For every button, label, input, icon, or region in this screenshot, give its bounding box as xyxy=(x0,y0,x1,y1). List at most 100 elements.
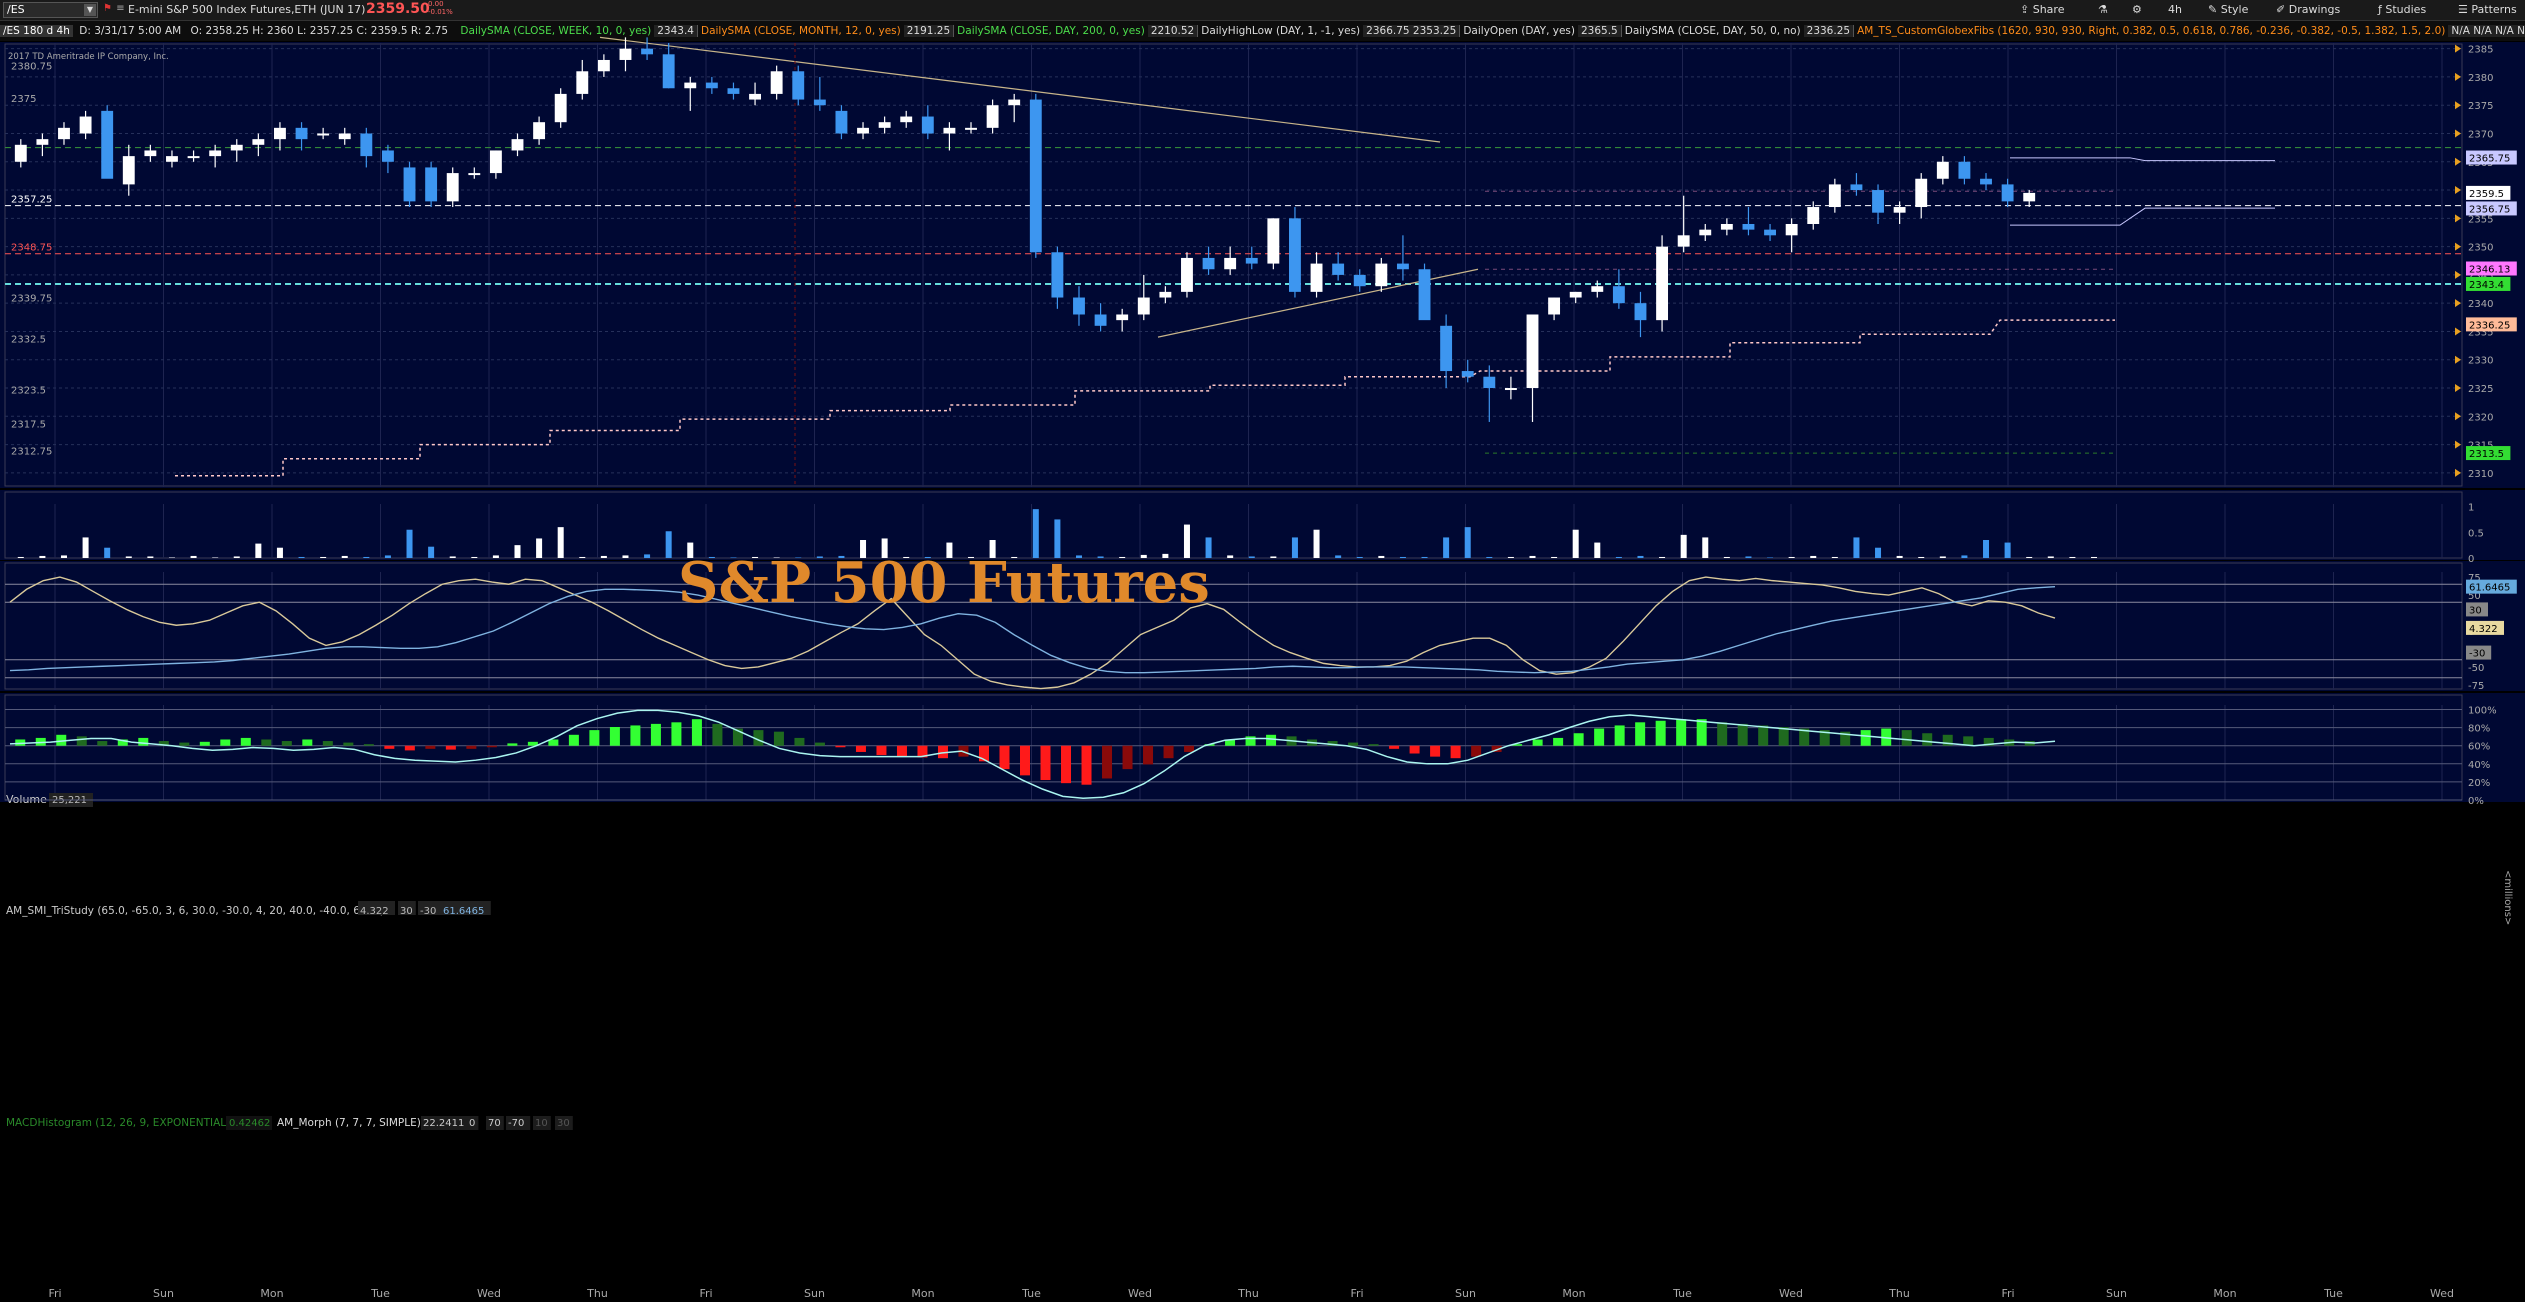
macd-histogram-bar xyxy=(1389,745,1400,749)
patterns-button[interactable]: ☰ Patterns xyxy=(2458,3,2517,16)
macd-histogram-bar xyxy=(56,734,67,746)
volume-bar xyxy=(1356,556,1363,558)
candle-body xyxy=(1224,257,1237,270)
flag-icon[interactable]: ⚑ xyxy=(103,3,112,14)
volume-bar xyxy=(384,555,391,558)
candle-body xyxy=(166,156,178,162)
volume-bar xyxy=(1378,555,1385,558)
volume-bar xyxy=(1313,529,1320,558)
x-tick-label: Sun xyxy=(2106,1287,2127,1300)
volume-bar xyxy=(276,547,283,558)
volume-bar xyxy=(1421,556,1428,558)
macd-histogram-bar xyxy=(978,745,989,762)
macd-tick-label: 100% xyxy=(2468,706,2497,717)
macd-histogram-bar xyxy=(589,730,600,746)
macd-histogram-bar xyxy=(384,745,395,749)
candle-body xyxy=(749,93,761,100)
daily-high-line xyxy=(2010,157,2275,162)
study-labels: DailySMA (CLOSE, WEEK, 10, 0, yes) 2343.4… xyxy=(454,25,2525,37)
study-label[interactable]: DailySMA (CLOSE, MONTH, 12, 0, yes) xyxy=(700,25,901,37)
candle-body xyxy=(986,105,999,128)
macd-value: 0.42462 xyxy=(229,1118,270,1129)
volume-bar xyxy=(1227,555,1234,558)
price-tick-arrow xyxy=(2455,214,2461,223)
macd-histogram-bar xyxy=(1635,722,1646,746)
candle-body xyxy=(727,88,740,94)
macd-histogram-bar xyxy=(1860,730,1871,746)
candle-body xyxy=(554,93,567,123)
macd-histogram-bar xyxy=(1655,720,1666,746)
volume-bar xyxy=(1011,556,1018,558)
candle-body xyxy=(1461,371,1474,377)
candle-body xyxy=(403,167,416,202)
price-level-label: 2332.5 xyxy=(11,335,46,346)
study-label[interactable]: DailySMA (CLOSE, WEEK, 10, 0, yes) xyxy=(460,25,652,37)
study-label[interactable]: AM_TS_CustomGlobexFibs (1620, 930, 930, … xyxy=(1857,25,2446,37)
panel-background xyxy=(0,561,2525,691)
macd-value-bg xyxy=(226,1116,272,1130)
x-tick-label: Wed xyxy=(2430,1287,2454,1300)
volume-bar xyxy=(730,557,737,558)
candle-body xyxy=(813,99,826,106)
panel-frame xyxy=(4,562,2463,690)
smi-tick-label: -75 xyxy=(2468,681,2484,692)
studies-button[interactable]: ƒ Studies xyxy=(2378,3,2427,16)
macd-histogram-bar xyxy=(1102,745,1113,779)
study-label[interactable]: DailySMA (CLOSE, DAY, 50, 0, no) xyxy=(1624,25,1801,37)
macd-tick-label: 60% xyxy=(2468,742,2490,753)
volume-bar xyxy=(1075,555,1082,558)
morph-legend-value: 22.2411 xyxy=(423,1118,464,1129)
volume-bar xyxy=(1572,529,1579,558)
flask-icon[interactable]: ⚗ xyxy=(2098,3,2108,16)
symbol-input[interactable]: /ES xyxy=(7,3,25,16)
volume-bar xyxy=(2069,556,2076,558)
candle-body xyxy=(1094,314,1107,326)
volume-bar xyxy=(1291,537,1298,558)
volume-bar xyxy=(104,547,111,558)
timeframe-button[interactable]: 4h xyxy=(2168,3,2182,16)
price-tick-arrow xyxy=(2455,157,2461,166)
candle-body xyxy=(1181,257,1193,292)
volume-bar xyxy=(2090,556,2097,558)
style-button[interactable]: ✎ Style xyxy=(2208,3,2249,16)
link-icon[interactable]: ≡ xyxy=(116,3,125,14)
gear-icon[interactable]: ⚙ xyxy=(2132,3,2142,16)
study-label[interactable]: DailyHighLow (DAY, 1, -1, yes) xyxy=(1201,25,1361,37)
x-tick-label: Tue xyxy=(370,1287,390,1300)
macd-histogram-bar xyxy=(1594,728,1605,746)
volume-bar xyxy=(816,556,823,558)
y-tick-label: 2330 xyxy=(2468,356,2493,367)
daily-sma-line xyxy=(175,319,2115,477)
macd-histogram-bar xyxy=(1143,745,1154,765)
morph-legend-bg xyxy=(486,1116,504,1130)
price-level-label: 2375 xyxy=(11,94,36,105)
candle-body xyxy=(1375,263,1388,287)
macd-histogram-bar xyxy=(158,741,169,746)
candle-body xyxy=(1008,99,1021,106)
chevron-down-icon[interactable]: ▼ xyxy=(84,4,96,16)
volume-bar xyxy=(1875,547,1882,558)
x-tick-label: Thu xyxy=(1888,1287,1910,1300)
study-label[interactable]: DailyOpen (DAY, yes) xyxy=(1463,25,1575,37)
macd-histogram-bar xyxy=(1266,734,1277,746)
price-level-label: 2339.75 xyxy=(11,294,52,305)
smi-legend-value: 30 xyxy=(400,906,413,917)
volume-bar xyxy=(622,555,629,558)
study-label[interactable]: DailySMA (CLOSE, DAY, 200, 0, yes) xyxy=(957,25,1145,37)
x-tick-label: Sun xyxy=(1455,1287,1476,1300)
volume-bar xyxy=(989,540,996,558)
y-tick-label: 2335 xyxy=(2468,327,2493,338)
symbol-selector[interactable]: /ES ▼ xyxy=(3,2,98,18)
share-button[interactable]: ⇪ Share xyxy=(2020,3,2065,16)
drawings-button[interactable]: ✐ Drawings xyxy=(2276,3,2341,16)
smi-series-line xyxy=(9,576,2056,690)
macd-histogram-bar xyxy=(773,731,784,746)
volume-bar xyxy=(1637,555,1644,558)
macd-histogram-bar xyxy=(1348,742,1359,746)
macd-histogram-bar xyxy=(1081,745,1092,785)
volume-bar xyxy=(1594,542,1601,558)
volume-bar xyxy=(298,556,305,558)
price-badge-bg xyxy=(2466,201,2517,216)
volume-bar xyxy=(860,540,867,558)
